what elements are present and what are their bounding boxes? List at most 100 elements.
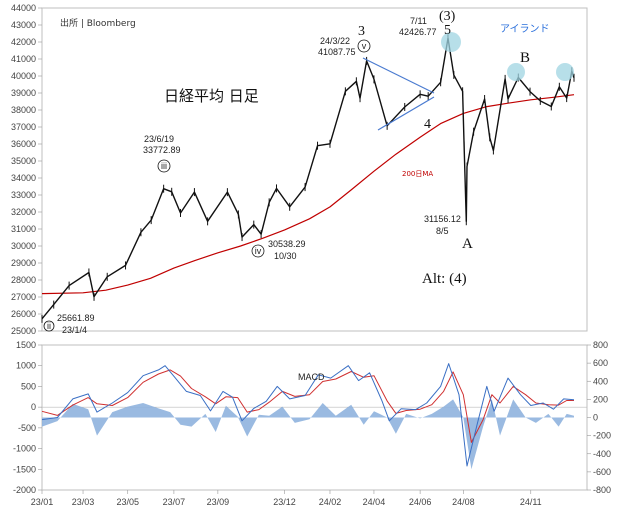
macd-left-tick-label: -1000 xyxy=(13,444,36,454)
macd-right-tick-label: -200 xyxy=(593,431,611,441)
circle-iii-marker: iii xyxy=(157,159,171,173)
x-tick-label: 24/08 xyxy=(452,497,475,507)
macd-left-tick-label: 500 xyxy=(21,381,36,391)
circle-iii-text: iii xyxy=(161,161,167,171)
price-y-tick-label: 36000 xyxy=(11,139,36,149)
price-y-tick-label: 35000 xyxy=(11,156,36,166)
circle-v-marker: v xyxy=(357,39,371,53)
price-plot-frame xyxy=(41,7,588,332)
macd-right-tick-label: -800 xyxy=(593,485,611,495)
alt-label: Alt: (4) xyxy=(422,271,467,287)
x-tick-label: 23/12 xyxy=(273,497,296,507)
price-y-tick-label: 41000 xyxy=(11,54,36,64)
wave-3-paren-label: (3) xyxy=(439,9,456,24)
price-y-tick-label: 33000 xyxy=(11,190,36,200)
label-low-date: 8/5 xyxy=(436,226,449,236)
price-y-tick-label: 38000 xyxy=(11,105,36,115)
wave-5-label: 5 xyxy=(444,23,451,38)
label-iv-date: 10/30 xyxy=(274,251,297,261)
macd-left-tick-label: 1000 xyxy=(16,361,36,371)
price-y-tick-label: 31000 xyxy=(11,224,36,234)
circle-ii-marker: ii xyxy=(43,320,55,332)
price-y-tick-label: 39000 xyxy=(11,88,36,98)
wave-3-label: 3 xyxy=(358,24,365,39)
price-y-tick-label: 30000 xyxy=(11,241,36,251)
island-circles xyxy=(441,32,574,81)
label-iii-value: 33772.89 xyxy=(143,145,181,155)
label-ii-value: 25661.89 xyxy=(57,313,95,323)
price-panel: 25000 26000 27000 28000 29000 30000 31000 32000… xyxy=(11,3,588,336)
ma-200-line xyxy=(41,94,575,295)
chart-title: 日経平均 日足 xyxy=(164,87,259,105)
price-y-tick-label: 29000 xyxy=(11,258,36,268)
source-label: 出所 | Bloomberg xyxy=(60,17,136,29)
price-y-axis: 25000 26000 27000 28000 29000 30000 31000 32000… xyxy=(11,3,42,336)
label-ii-date: 23/1/4 xyxy=(62,325,87,335)
macd-right-tick-label: 0 xyxy=(593,413,598,423)
macd-title: MACD xyxy=(298,372,325,382)
ma-200-path xyxy=(41,94,575,295)
macd-right-tick-label: 400 xyxy=(593,376,608,386)
island-circle-top xyxy=(441,32,461,52)
signal-line xyxy=(41,369,574,443)
price-y-tick-label: 42000 xyxy=(11,37,36,47)
price-y-tick-label: 44000 xyxy=(11,3,36,13)
x-tick-label: 23/05 xyxy=(116,497,139,507)
price-y-tick-label: 34000 xyxy=(11,173,36,183)
triangle-pattern xyxy=(362,57,435,131)
label-top-value: 42426.77 xyxy=(399,27,437,37)
wave-4-label: 4 xyxy=(424,117,431,132)
price-y-tick-label: 37000 xyxy=(11,122,36,132)
island-label: アイランド xyxy=(500,23,550,35)
macd-histogram xyxy=(42,399,574,470)
circle-iv-text: iv xyxy=(255,246,262,256)
macd-histogram-area xyxy=(42,399,574,470)
macd-lines xyxy=(41,363,575,467)
macd-right-tick-label: 200 xyxy=(593,394,608,404)
macd-right-tick-label: 600 xyxy=(593,358,608,368)
macd-x-axis: 23/01 23/03 23/05 23/07 23/09 23/12 24/02 24/04… xyxy=(31,490,542,507)
macd-right-axis: 800 600 400 200 0 -200 -400 -600 -800 xyxy=(587,340,611,495)
price-y-tick-label: 43000 xyxy=(11,20,36,30)
macd-right-tick-label: -600 xyxy=(593,467,611,477)
circle-v-text: v xyxy=(362,41,367,51)
triangle-upper-line xyxy=(362,57,435,94)
label-v-value: 41087.75 xyxy=(318,47,356,57)
island-circle-b1 xyxy=(507,63,525,81)
macd-left-tick-label: -2000 xyxy=(13,485,36,495)
macd-left-tick-label: -1500 xyxy=(13,464,36,474)
x-tick-label: 23/01 xyxy=(31,497,54,507)
x-tick-label: 24/04 xyxy=(363,497,386,507)
label-iii-date: 23/6/19 xyxy=(144,134,174,144)
price-y-tick-label: 28000 xyxy=(11,275,36,285)
macd-left-tick-label: 1500 xyxy=(16,340,36,350)
macd-right-tick-label: -400 xyxy=(593,449,611,459)
ma-label: 200日MA xyxy=(402,170,433,178)
x-tick-label: 23/03 xyxy=(72,497,95,507)
price-y-tick-label: 40000 xyxy=(11,71,36,81)
circle-iv-marker: iv xyxy=(251,244,265,258)
x-tick-label: 23/07 xyxy=(163,497,186,507)
wave-a-label: A xyxy=(462,236,473,252)
label-low-value: 31156.12 xyxy=(424,214,461,224)
macd-left-tick-label: -500 xyxy=(18,423,36,433)
macd-left-tick-label: 0 xyxy=(31,402,36,412)
x-tick-label: 24/02 xyxy=(319,497,342,507)
price-y-tick-label: 25000 xyxy=(11,326,36,336)
circle-ii-text: ii xyxy=(47,321,51,331)
x-tick-label: 23/09 xyxy=(207,497,230,507)
price-y-tick-label: 26000 xyxy=(11,309,36,319)
x-tick-label: 24/06 xyxy=(409,497,432,507)
wave-b-label: B xyxy=(520,50,530,66)
label-top-date: 7/11 xyxy=(410,16,427,26)
label-iv-value: 30538.29 xyxy=(268,239,306,249)
price-y-tick-label: 32000 xyxy=(11,207,36,217)
macd-right-tick-label: 800 xyxy=(593,340,608,350)
x-tick-label: 24/11 xyxy=(520,497,542,507)
island-circle-b2 xyxy=(556,63,574,81)
price-y-tick-label: 27000 xyxy=(11,292,36,302)
triangle-lower-line xyxy=(377,96,435,131)
macd-line xyxy=(41,363,575,467)
